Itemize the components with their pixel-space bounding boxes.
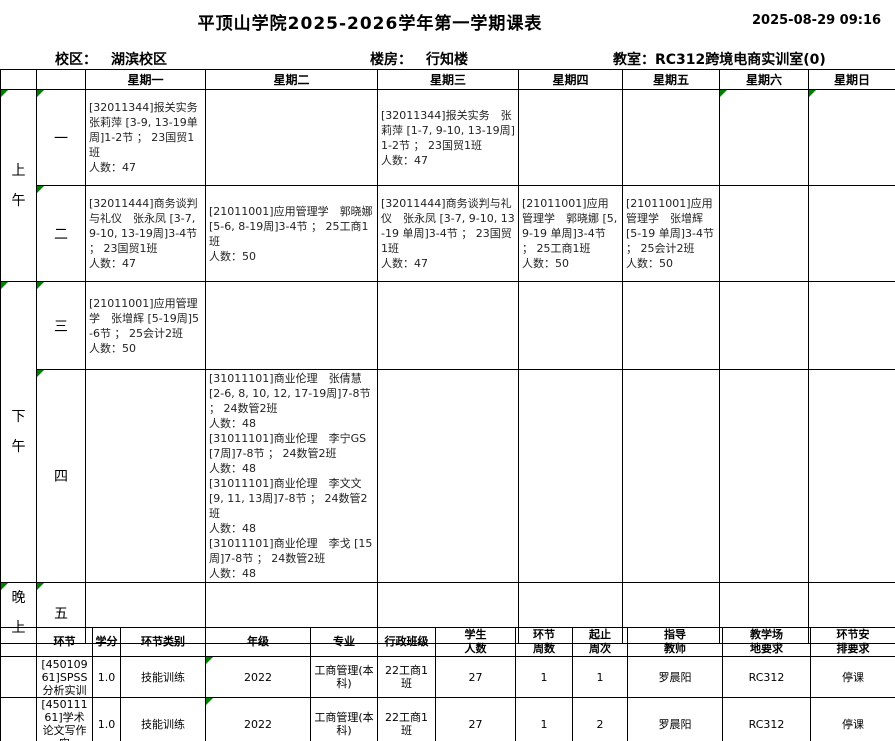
detail-header-instructor: 指导 教师: [627, 627, 723, 657]
course-cell-r2-wed: [32011444]商务谈判与礼仪 张永凤 [3-7, 9-10, 13-19 …: [377, 185, 519, 282]
detail-r2-class: 22工商1班: [377, 697, 436, 741]
course-cell-r1-sun: [808, 89, 895, 186]
campus-value: 湖滨校区: [111, 52, 167, 68]
day-header-sun: 星期日: [808, 69, 895, 90]
print-timestamp: 2025-08-29 09:16: [752, 13, 882, 28]
detail-r1-credits: 1.0: [92, 656, 121, 698]
detail-header-credits: 学分: [92, 627, 121, 657]
detail-r2-grade: 2022: [205, 697, 311, 741]
detail-header-student-count: 学生 人数: [435, 627, 516, 657]
course-cell-r4-sun: [808, 369, 895, 583]
corner-session-header: [0, 69, 37, 90]
building-value: 行知楼: [426, 52, 468, 68]
detail-row-1: [45010961]SPSS分析实训 1.0 技能训练 2022 工商管理(本科…: [0, 656, 895, 698]
detail-r2-segment-weeks: 1: [515, 697, 573, 741]
course-cell-r3-sun: [808, 281, 895, 370]
course-cell-r4-tue: [31011101]商业伦理 张倩慧 [2-6, 8, 10, 12, 17-1…: [205, 369, 378, 583]
detail-r1-class: 22工商1班: [377, 656, 436, 698]
course-cell-r3-wed: [377, 281, 519, 370]
detail-header-venue-req: 教学场 地要求: [722, 627, 811, 657]
detail-r1-segment-weeks: 1: [515, 656, 573, 698]
course-cell-r1-fri: [622, 89, 720, 186]
room-label: 教室：: [613, 52, 655, 68]
building-label: 楼房：: [370, 52, 412, 68]
day-header-thu: 星期四: [518, 69, 623, 90]
course-cell-r4-fri: [622, 369, 720, 583]
detail-header-blank: [0, 627, 37, 657]
detail-header-segment-type: 环节类别: [120, 627, 206, 657]
day-header-sat: 星期六: [719, 69, 809, 90]
page-title: 平顶山学院2025-2026学年第一学期课表: [197, 14, 543, 34]
detail-header-week-range: 起止 周次: [572, 627, 628, 657]
timetable-grid: 星期一 星期二 星期三 星期四 星期五 星期六 星期日 上午 一 [320113…: [0, 69, 895, 644]
detail-header-major: 专业: [310, 627, 378, 657]
course-cell-r3-thu: [518, 281, 623, 370]
room-value: RC312跨境电商实训室(0): [655, 52, 826, 68]
detail-r2-credits: 1.0: [92, 697, 121, 741]
detail-header-segment: 环节: [36, 627, 93, 657]
course-cell-r1-sat: [719, 89, 809, 186]
course-cell-r4-wed: [377, 369, 519, 583]
course-cell-r2-sat: [719, 185, 809, 282]
detail-r2-instructor: 罗晨阳: [627, 697, 723, 741]
course-cell-r2-thu: [21011001]应用管理学 郭晓娜 [5,9-19 单周]3-4节 ； 25…: [518, 185, 623, 282]
course-cell-r1-tue: [205, 89, 378, 186]
detail-header-class: 行政班级: [377, 627, 436, 657]
session-afternoon-label: 下午: [0, 281, 37, 583]
detail-r1-instructor: 罗晨阳: [627, 656, 723, 698]
period-label-4: 四: [36, 369, 86, 583]
course-cell-r2-fri: [21011001]应用管理学 张增辉 [5-19 单周]3-4节 ； 25会计…: [622, 185, 720, 282]
detail-header-arrangement-req: 环节安 排要求: [810, 627, 895, 657]
detail-r2-arrangement-req: 停课: [810, 697, 895, 741]
building-group: 楼房： 行知楼: [370, 49, 468, 69]
detail-header-segment-weeks: 环节 周数: [515, 627, 573, 657]
detail-r1-blank: [0, 656, 37, 698]
period-label-2: 二: [36, 185, 86, 282]
course-cell-r4-thu: [518, 369, 623, 583]
detail-r1-week-range: 1: [572, 656, 628, 698]
period-label-3: 三: [36, 281, 86, 370]
course-details-table: 环节 学分 环节类别 年级 专业 行政班级 学生 人数 环节 周数 起止 周次 …: [0, 627, 895, 741]
detail-r1-segment-type: 技能训练: [120, 656, 206, 698]
detail-r2-segment: [45011161]学术论文写作实: [36, 697, 93, 741]
room-group: 教室：RC312跨境电商实训室(0): [613, 49, 826, 69]
course-cell-r2-sun: [808, 185, 895, 282]
detail-r2-major: 工商管理(本科): [310, 697, 378, 741]
period-label-1: 一: [36, 89, 86, 186]
detail-r2-student-count: 27: [435, 697, 516, 741]
day-header-fri: 星期五: [622, 69, 720, 90]
detail-r1-grade: 2022: [205, 656, 311, 698]
course-cell-r4-sat: [719, 369, 809, 583]
course-cell-r3-sat: [719, 281, 809, 370]
detail-r1-segment: [45010961]SPSS分析实训: [36, 656, 93, 698]
detail-r1-arrangement-req: 停课: [810, 656, 895, 698]
location-info-bar: 校区： 湖滨校区 楼房： 行知楼 教室：RC312跨境电商实训室(0): [0, 49, 895, 69]
session-morning-label: 上午: [0, 89, 37, 282]
detail-r2-segment-type: 技能训练: [120, 697, 206, 741]
detail-row-2: [45011161]学术论文写作实 1.0 技能训练 2022 工商管理(本科)…: [0, 697, 895, 741]
course-cell-r2-mon: [32011444]商务谈判与礼仪 张永凤 [3-7, 9-10, 13-19周…: [85, 185, 206, 282]
course-cell-r3-tue: [205, 281, 378, 370]
course-cell-r1-thu: [518, 89, 623, 186]
course-cell-r4-mon: [85, 369, 206, 583]
detail-r2-blank: [0, 697, 37, 741]
detail-header-grade: 年级: [205, 627, 311, 657]
course-cell-r3-fri: [622, 281, 720, 370]
campus-group: 校区： 湖滨校区: [55, 49, 167, 69]
detail-r2-venue-req: RC312: [722, 697, 811, 741]
detail-r1-venue-req: RC312: [722, 656, 811, 698]
day-header-mon: 星期一: [85, 69, 206, 90]
day-header-wed: 星期三: [377, 69, 519, 90]
course-cell-r2-tue: [21011001]应用管理学 郭晓娜 [5-6, 8-19周]3-4节 ； 2…: [205, 185, 378, 282]
course-cell-r1-mon: [32011344]报关实务 张莉萍 [3-9, 13-19单周]1-2节 ； …: [85, 89, 206, 186]
day-header-tue: 星期二: [205, 69, 378, 90]
detail-r1-major: 工商管理(本科): [310, 656, 378, 698]
detail-r2-week-range: 2: [572, 697, 628, 741]
detail-r1-student-count: 27: [435, 656, 516, 698]
course-cell-r1-wed: [32011344]报关实务 张莉萍 [1-7, 9-10, 13-19周]1-…: [377, 89, 519, 186]
course-cell-r3-mon: [21011001]应用管理学 张增辉 [5-19周]5-6节 ； 25会计2班…: [85, 281, 206, 370]
corner-period-header: [36, 69, 86, 90]
campus-label: 校区：: [55, 52, 97, 68]
